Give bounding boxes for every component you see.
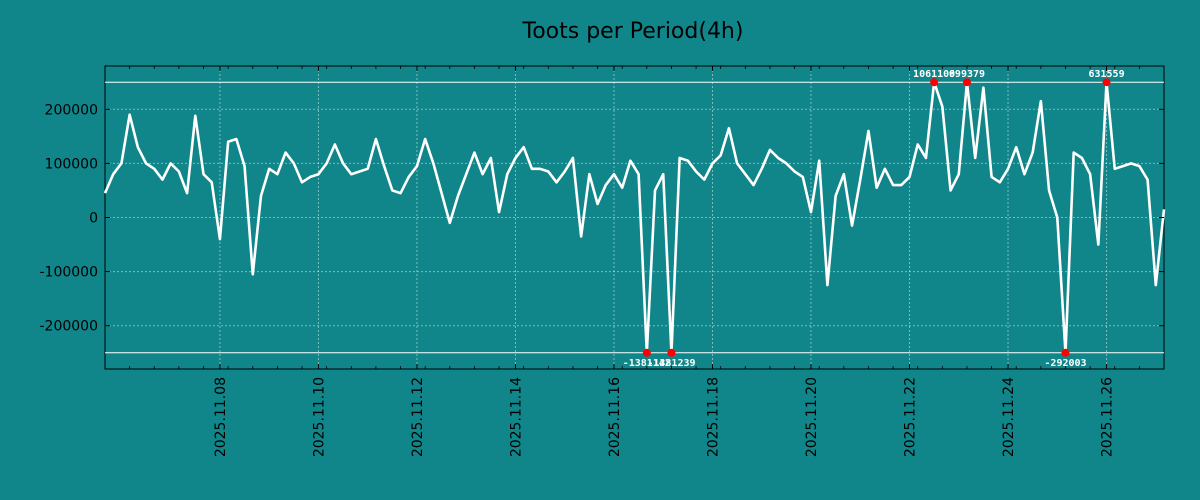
x-tick-label: 2025.11.20 [804, 377, 820, 457]
clip-marker [1061, 348, 1070, 357]
clip-label: -292003 [1044, 358, 1086, 369]
grid-lines [105, 66, 1164, 369]
x-tick-label: 2025.11.16 [607, 377, 623, 457]
clip-label: 1061109 [913, 69, 955, 80]
series-layer [103, 80, 1166, 355]
limit-lines [105, 81, 1164, 354]
axis-layer: 200000 100000 0 -100000 -200000 2025.11.08 202… [40, 66, 1165, 457]
y-tick-label: -100000 [40, 265, 99, 281]
chart-title: Toots per Period(4h) [522, 19, 744, 44]
clip-label: 631559 [1088, 69, 1124, 80]
clip-marker [667, 348, 676, 357]
x-tick-label: 2025.11.14 [508, 377, 524, 457]
x-tick-label: 2025.11.10 [311, 377, 327, 457]
clip-label: -1381142 [623, 358, 671, 369]
clip-marker [1102, 78, 1111, 87]
clip-marker [930, 78, 939, 87]
x-tick-label: 2025.11.22 [903, 377, 919, 457]
clip-marker [642, 348, 651, 357]
y-tick-label: 200000 [45, 102, 98, 118]
x-tick-label: 2025.11.18 [705, 377, 721, 457]
clip-marker [962, 78, 971, 87]
y-tick-label: -200000 [40, 319, 99, 335]
x-tick-label: 2025.11.24 [1001, 377, 1017, 457]
clip-label: 699379 [949, 69, 985, 80]
y-tick-label: 100000 [45, 156, 98, 172]
series-line [103, 80, 1166, 355]
x-tick-label: 2025.11.08 [213, 377, 229, 457]
clip-label: -1381239 [647, 358, 695, 369]
y-tick-label: 0 [89, 211, 98, 227]
x-tick-label: 2025.11.26 [1100, 377, 1116, 457]
x-tick-label: 2025.11.12 [410, 377, 426, 457]
